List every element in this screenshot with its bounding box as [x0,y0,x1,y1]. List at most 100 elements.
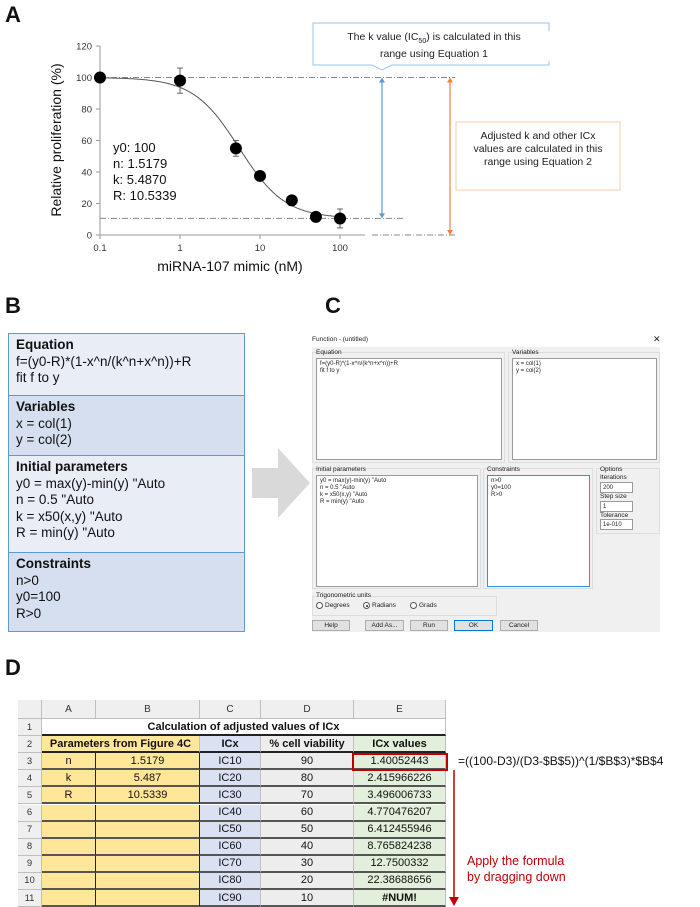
row-header[interactable]: 9 [18,855,42,873]
row-header[interactable]: 8 [18,838,42,856]
param-value-cell[interactable]: 10.5339 [96,787,200,805]
param-value-cell[interactable] [96,872,200,890]
viability-cell[interactable]: 60 [261,804,354,822]
icx-cell[interactable]: IC30 [200,787,261,805]
radio-degrees[interactable]: Degrees [316,602,350,609]
annotation-equation-1: The k value (IC50) is calculated in this… [318,31,550,62]
range-arrow-equation-2-head-up [447,77,453,83]
row-header[interactable]: 5 [18,787,42,805]
icx-cell[interactable]: IC60 [200,838,261,856]
icx-value-cell[interactable]: 8.765824238 [354,838,446,856]
sheet-title[interactable]: Calculation of adjusted values of ICx [42,719,446,737]
param-name-cell[interactable] [42,804,96,822]
param-name-cell[interactable]: n [42,753,96,771]
viability-cell[interactable]: 70 [261,787,354,805]
variables-textarea[interactable]: x = col(1) y = col(2) [512,358,657,460]
initial-parameters-label: Initial parameters [316,466,366,473]
column-header[interactable]: A [42,700,96,719]
dialog-title: Function - (untitled) [312,336,368,343]
run-button[interactable]: Run [410,620,448,631]
add-as-button[interactable]: Add As... [365,620,404,631]
help-button[interactable]: Help [312,620,350,631]
section-line: y0 = max(y)-min(y) "Auto [16,475,166,491]
param-value-cell[interactable] [96,804,200,822]
row-header[interactable]: 1 [18,719,42,737]
icx-value-cell[interactable]: 6.412455946 [354,821,446,839]
close-icon[interactable]: ✕ [653,334,661,344]
viability-cell[interactable]: 50 [261,821,354,839]
viability-cell[interactable]: 40 [261,838,354,856]
annotation-1-sub: 50 [418,38,427,46]
param-value-cell[interactable] [96,821,200,839]
param-name-cell[interactable]: R [42,787,96,805]
row-header[interactable]: 2 [18,736,42,754]
radio-grads[interactable]: Grads [410,602,437,609]
column-header[interactable]: C [200,700,261,719]
section-variables: Variables x = col(1) y = col(2) [9,396,244,456]
viability-cell[interactable]: 20 [261,872,354,890]
row-header[interactable]: 4 [18,770,42,788]
icx-cell[interactable]: IC20 [200,770,261,788]
row-header[interactable]: 3 [18,753,42,771]
iterations-input[interactable]: 200 [600,482,633,493]
fit-parameters: y0: 100 n: 1.5179 k: 5.4870 R: 10.5339 [113,140,177,204]
y-tick-label: 100 [76,73,92,84]
icx-value-cell[interactable]: #NUM! [354,890,446,907]
param-name-cell[interactable] [42,872,96,890]
param-value-cell[interactable] [96,890,200,907]
section-line: y = col(2) [16,432,72,447]
icx-value-cell[interactable]: 3.496006733 [354,787,446,805]
param-value-cell[interactable] [96,855,200,873]
icx-cell[interactable]: IC10 [200,753,261,771]
x-tick-label: 10 [255,243,266,254]
row-header[interactable]: 7 [18,821,42,839]
param-name-cell[interactable] [42,855,96,873]
param-name-cell[interactable] [42,838,96,856]
param-k: k: 5.4870 [113,172,167,187]
viability-cell[interactable]: 90 [261,753,354,771]
icx-value-cell[interactable]: 22.38688656 [354,872,446,890]
iterations-label: Iterations [600,474,627,481]
param-value-cell[interactable]: 1.5179 [96,753,200,771]
section-title: Variables [16,399,76,414]
row-header[interactable]: 11 [18,890,42,907]
param-value-cell[interactable]: 5.487 [96,770,200,788]
initial-parameters-textarea[interactable]: y0 = max(y)-min(y) "Auto n = 0.5 "Auto k… [316,475,478,587]
equation-textarea[interactable]: f=(y0-R)*(1-x^n/(k^n+x^n))+R fit f to y [316,358,502,460]
ok-button[interactable]: OK [454,620,493,631]
radio-label: Radians [372,602,396,609]
row-header[interactable]: 10 [18,872,42,890]
header-parameters[interactable]: Parameters from Figure 4C [42,736,200,754]
constraints-textarea[interactable]: n>0 y0=100 R>0 [487,475,590,587]
constraints-label: Constraints [487,466,520,473]
row-header[interactable]: 6 [18,804,42,822]
viability-cell[interactable]: 10 [261,890,354,907]
icx-value-cell[interactable]: 12.7500332 [354,855,446,873]
param-value-cell[interactable] [96,838,200,856]
viability-cell[interactable]: 30 [261,855,354,873]
icx-cell[interactable]: IC50 [200,821,261,839]
radio-radians[interactable]: Radians [363,602,396,609]
column-header[interactable]: B [96,700,200,719]
icx-cell[interactable]: IC80 [200,872,261,890]
select-all-corner[interactable] [18,700,42,719]
radio-circle-icon [410,602,417,609]
icx-cell[interactable]: IC40 [200,804,261,822]
header-icx-values[interactable]: ICx values [354,736,446,754]
cancel-button[interactable]: Cancel [500,620,538,631]
param-name-cell[interactable]: k [42,770,96,788]
viability-cell[interactable]: 80 [261,770,354,788]
radio-selected-icon [363,602,370,609]
param-name-cell[interactable] [42,890,96,907]
icx-value-cell[interactable]: 2.415966226 [354,770,446,788]
header-icx[interactable]: ICx [200,736,261,754]
icx-value-cell[interactable]: 4.770476207 [354,804,446,822]
icx-cell[interactable]: IC70 [200,855,261,873]
tolerance-input[interactable]: 1e-010 [600,519,633,530]
column-header[interactable]: E [354,700,446,719]
param-name-cell[interactable] [42,821,96,839]
column-header[interactable]: D [261,700,354,719]
step-size-input[interactable]: 1 [600,501,633,512]
header-viability[interactable]: % cell viability [261,736,354,754]
icx-cell[interactable]: IC90 [200,890,261,907]
